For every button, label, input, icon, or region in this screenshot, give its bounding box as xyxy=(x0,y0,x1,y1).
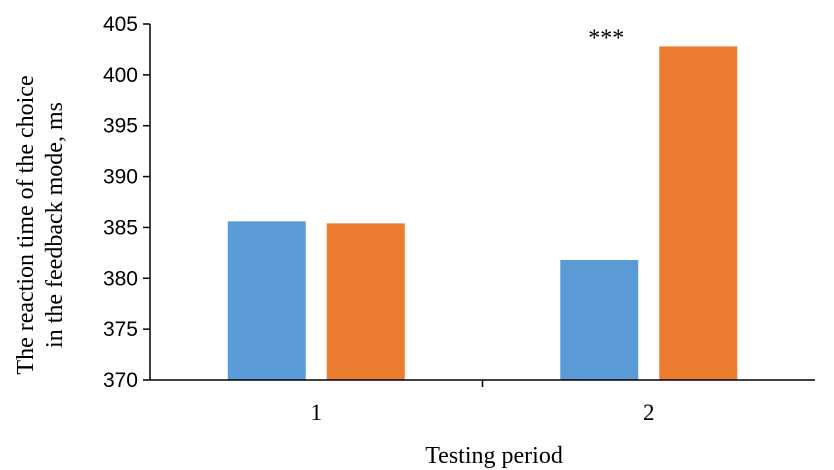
y-tick-label: 400 xyxy=(103,64,138,87)
y-tick-label: 380 xyxy=(103,267,138,290)
bar xyxy=(659,46,738,381)
annotations: *** xyxy=(588,25,624,51)
bar xyxy=(560,259,639,380)
bar xyxy=(227,221,306,380)
y-tick-label: 385 xyxy=(103,216,138,239)
y-axis-title-line-2: in the feedback mode, ms xyxy=(42,102,68,348)
x-category-label: 2 xyxy=(643,400,655,425)
bars xyxy=(227,46,738,381)
y-tick-label: 370 xyxy=(103,369,138,392)
y-axis-title-line-1: The reaction time of the choice xyxy=(13,75,39,374)
y-axis-ticks: 370 375 380 385 390 395 400 405 xyxy=(103,13,150,392)
significance-annotation: *** xyxy=(588,25,624,51)
y-tick-label: 405 xyxy=(103,13,138,36)
y-tick-label: 395 xyxy=(103,115,138,138)
y-tick-label: 375 xyxy=(103,318,138,341)
x-axis-title: Testing period xyxy=(425,443,563,469)
y-axis-title: The reaction time of the choice in the f… xyxy=(13,75,68,374)
y-tick-label: 390 xyxy=(103,166,138,189)
bar xyxy=(326,223,405,380)
x-category-label: 1 xyxy=(311,400,323,425)
